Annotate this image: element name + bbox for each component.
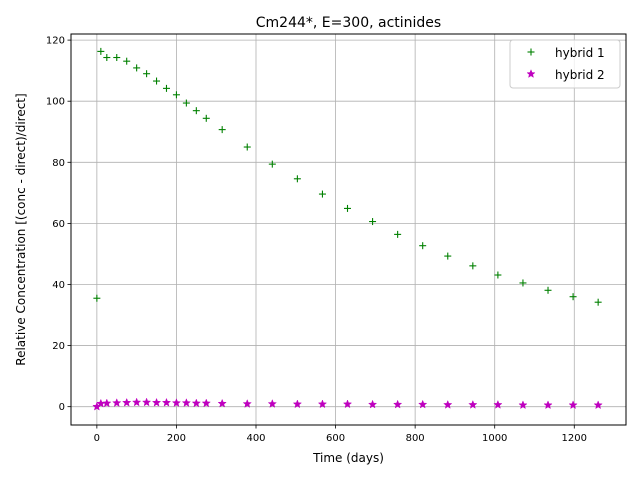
data-point: [293, 175, 301, 183]
legend-marker-hybrid-1: [527, 48, 535, 56]
data-point: [568, 400, 578, 410]
x-axis-label: Time (days): [312, 451, 384, 465]
series-2: [92, 397, 603, 411]
data-point: [191, 398, 201, 408]
data-point: [181, 398, 192, 407]
data-point: [102, 398, 112, 408]
legend-label-hybrid-2: hybrid 2: [555, 68, 605, 82]
data-point: [97, 47, 105, 55]
y-axis-label: Relative Concentration [(conc - direct)/…: [14, 93, 28, 365]
plot-frame: [70, 33, 627, 426]
data-point: [243, 143, 251, 151]
y-tick-label: 40: [52, 280, 65, 291]
legend-marker: [527, 48, 535, 56]
data-point: [419, 242, 427, 250]
data-marks: [92, 47, 603, 411]
data-point: [394, 230, 402, 238]
data-point: [392, 399, 403, 409]
data-point: [113, 54, 121, 62]
data-point: [182, 99, 190, 107]
data-point: [192, 107, 200, 115]
data-point: [344, 204, 352, 212]
data-point: [131, 397, 142, 407]
data-point: [217, 398, 227, 408]
data-point: [123, 57, 131, 65]
x-tick-label: 400: [246, 433, 265, 444]
data-point: [242, 399, 252, 408]
data-point: [161, 397, 172, 407]
legend-label-hybrid-1: hybrid 1: [555, 46, 605, 60]
y-tick-label: 120: [46, 36, 65, 47]
data-point: [141, 397, 152, 407]
data-point: [202, 114, 210, 122]
data-point: [318, 190, 326, 198]
chart-title: Cm244*, E=300, actinides: [256, 15, 441, 31]
data-point: [519, 279, 527, 287]
data-point: [444, 252, 452, 260]
data-point: [367, 399, 378, 409]
y-tick-label: 0: [59, 402, 65, 413]
data-point: [162, 84, 170, 92]
data-point: [201, 398, 211, 408]
data-point: [171, 398, 182, 407]
data-point: [292, 399, 303, 409]
legend-marker-hybrid-2: [526, 69, 536, 78]
data-point: [153, 77, 161, 85]
data-point: [443, 399, 453, 409]
data-point: [593, 400, 603, 410]
legend-box: [509, 39, 621, 89]
data-point: [93, 294, 101, 302]
axis-ticks: 0 200 400 600 800 1000 1200 0 20 40 60 80 100 120: [46, 36, 587, 444]
x-tick-label: 1200: [562, 433, 587, 444]
data-point: [317, 399, 328, 409]
data-point: [494, 271, 502, 279]
x-tick-label: 0: [94, 433, 100, 444]
data-point: [151, 397, 162, 407]
legend: hybrid 1 hybrid 2: [509, 39, 621, 89]
data-point: [143, 70, 151, 78]
data-point: [133, 64, 141, 72]
data-point: [543, 400, 553, 410]
data-point: [172, 91, 180, 99]
data-point: [468, 399, 478, 409]
data-point: [342, 399, 353, 409]
data-point: [267, 399, 277, 408]
data-point: [122, 397, 132, 407]
x-tick-label: 1000: [482, 433, 507, 444]
y-tick-label: 80: [52, 158, 65, 169]
data-point: [544, 286, 552, 294]
grid: [71, 34, 626, 425]
data-point: [469, 262, 477, 270]
series-1: [93, 47, 602, 306]
data-point: [493, 399, 503, 409]
data-point: [518, 400, 528, 410]
data-point: [418, 399, 428, 409]
x-tick-label: 200: [167, 433, 186, 444]
x-tick-label: 600: [326, 433, 345, 444]
x-tick-label: 800: [406, 433, 425, 444]
legend-marker: [526, 69, 536, 78]
data-point: [103, 54, 111, 62]
y-tick-label: 100: [46, 97, 65, 108]
data-point: [569, 293, 577, 301]
y-tick-label: 20: [52, 341, 65, 352]
data-point: [594, 298, 602, 306]
y-tick-label: 60: [52, 219, 65, 230]
data-point: [218, 126, 226, 134]
data-point: [112, 398, 122, 407]
data-point: [268, 160, 276, 168]
data-point: [369, 218, 377, 226]
